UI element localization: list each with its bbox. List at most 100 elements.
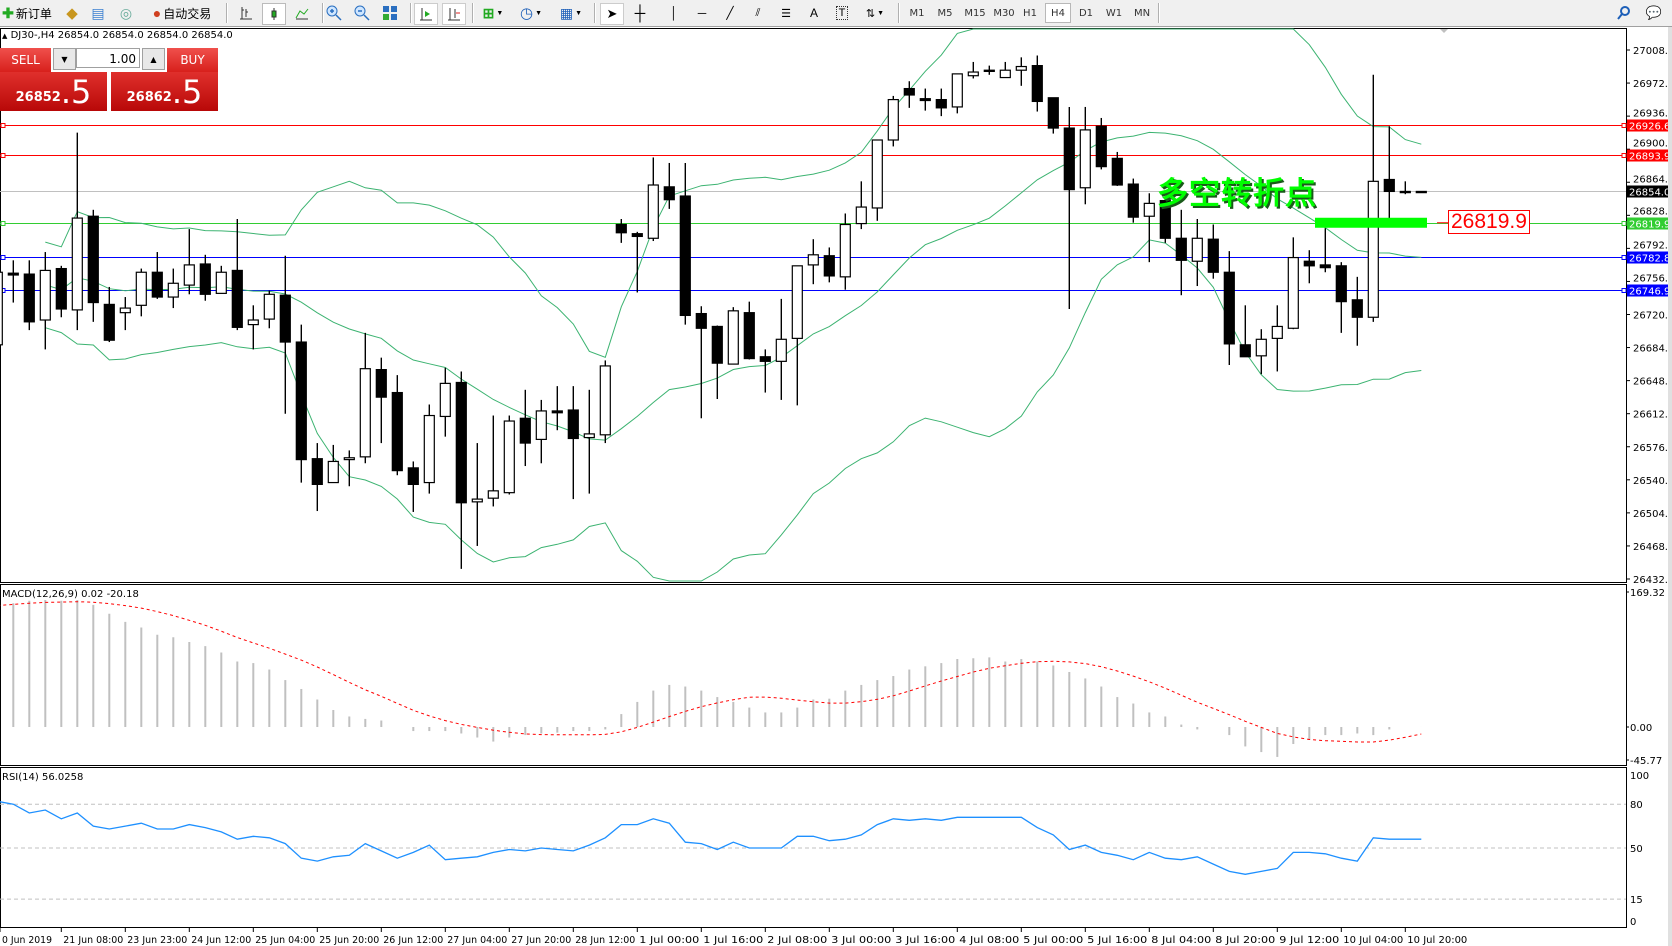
level-anchor-right (1621, 153, 1627, 158)
trendline-button[interactable]: ╱ (720, 3, 740, 23)
candle (727, 307, 739, 365)
timeframe-m30[interactable]: M30 (993, 7, 1015, 19)
candle (87, 209, 99, 322)
candle-body-bull (967, 71, 979, 77)
lot-decrease-button[interactable]: ▼ (53, 48, 76, 70)
candle (1159, 199, 1171, 243)
crosshair-button[interactable]: ┼ (630, 3, 650, 23)
candle-body-bear (103, 303, 115, 341)
cursor-button[interactable]: ➤ (600, 3, 624, 25)
auto-trading-label: 自动交易 (163, 6, 212, 21)
candle-body-bear (1351, 299, 1363, 318)
candle-body-bear (1047, 97, 1059, 129)
candle (1047, 97, 1059, 134)
candle (1127, 178, 1139, 223)
periods-button[interactable]: ◷ ▼ (516, 3, 546, 23)
candlestick-chart-button[interactable] (262, 3, 286, 25)
macd-axis-label: 0.00 (1630, 723, 1652, 734)
candle (791, 265, 803, 406)
vertical-line-icon: │ (670, 6, 678, 20)
trendline-icon: ╱ (726, 6, 734, 20)
candle (519, 389, 531, 467)
cursor-arrow-icon: ➤ (606, 6, 618, 21)
price-chart[interactable]: 27008.0 26972.0 26936.0 26900.0 26864.0 26828… (0, 27, 1672, 946)
candle-body-bull (983, 69, 995, 73)
candle-body-bear (919, 98, 931, 102)
bollinger-middle-band (45, 131, 1422, 441)
collapse-triangle-icon[interactable]: ▲ (2, 32, 8, 40)
candle-body-bear (407, 467, 419, 486)
time-tick-label: 3 Jul 16:00 (895, 935, 955, 946)
bollinger-lower-band (45, 239, 1422, 582)
indicators-button[interactable]: ⊞ ▼ (478, 3, 508, 23)
templates-button[interactable]: ▦ ▼ (556, 3, 586, 23)
horizontal-line-button[interactable]: ─ (692, 3, 712, 23)
zoom-in-icon (326, 5, 342, 21)
candle-body-bull (471, 498, 483, 503)
candle (23, 260, 35, 331)
price-tick-label: 26504.0 (1633, 509, 1672, 520)
buy-price-button[interactable]: 26862.5 (111, 72, 218, 111)
timeframe-m1[interactable]: M1 (909, 7, 925, 19)
fibonacci-button[interactable]: ☰ (776, 3, 796, 23)
market-watch-button[interactable]: ◆ (62, 3, 82, 23)
lot-increase-button[interactable]: ▲ (142, 48, 165, 70)
price-tick-label: 27008.0 (1633, 46, 1672, 57)
auto-trading-button[interactable]: ● 自动交易 (146, 3, 218, 23)
price-tag-label[interactable]: 26819.9 (1448, 210, 1530, 234)
text-label-button[interactable]: T (832, 3, 852, 23)
channel-button[interactable]: ⫽ (748, 3, 768, 23)
zoom-out-button[interactable] (352, 3, 372, 23)
timeframe-mn[interactable]: MN (1133, 7, 1151, 19)
price-tick-label: 26936.0 (1633, 109, 1672, 120)
candle-body-bull (951, 73, 963, 108)
tile-windows-button[interactable] (380, 3, 400, 23)
candle-body-bear (391, 391, 403, 472)
timeframe-m15[interactable]: M15 (964, 7, 986, 19)
buy-button[interactable]: BUY (167, 48, 218, 73)
timeframe-d1[interactable]: D1 (1078, 7, 1094, 19)
vertical-line-button[interactable]: │ (664, 3, 684, 23)
history-center-button[interactable]: ▤ (88, 3, 108, 23)
bar-chart-button[interactable] (236, 3, 256, 23)
candle (39, 252, 51, 350)
timeframe-h1[interactable]: H1 (1023, 7, 1037, 19)
chart-shift-marker-icon (1440, 29, 1448, 33)
candle-body-bull (183, 264, 195, 286)
time-tick-label: 25 Jun 04:00 (255, 935, 315, 946)
candle-body-bull (583, 433, 595, 439)
tile-windows-icon (383, 6, 397, 20)
sell-price-button[interactable]: 26852.5 (0, 72, 107, 111)
auto-scroll-button[interactable] (414, 3, 438, 25)
signals-button[interactable]: ◎ (116, 3, 136, 23)
line-chart-button[interactable] (292, 3, 312, 23)
arrows-button[interactable]: ⇅ ▼ (860, 3, 890, 23)
candle (1143, 193, 1155, 263)
new-order-button[interactable]: ✚ 新订单 (2, 3, 52, 23)
sell-button[interactable]: SELL (0, 48, 51, 73)
candle (743, 301, 755, 360)
annotation-text[interactable]: 多空转折点 (1157, 176, 1317, 212)
candle-body-bear (151, 271, 163, 298)
candle (503, 415, 515, 495)
dropdown-arrow-icon: ▼ (496, 9, 504, 17)
toolbar-separator (898, 3, 900, 23)
lot-size-input[interactable]: 1.00 (76, 48, 140, 68)
candle (1319, 228, 1331, 273)
chat-button[interactable]: 💬 (1642, 3, 1666, 23)
price-level-tag (1627, 284, 1671, 297)
timeframe-h4[interactable]: H4 (1045, 3, 1071, 23)
candle (935, 88, 947, 117)
timeframe-m5[interactable]: M5 (937, 7, 953, 19)
price-level-tag-text: 26746.9 (1629, 287, 1670, 298)
candle (999, 61, 1011, 79)
search-button[interactable] (1614, 3, 1634, 23)
zoom-in-button[interactable] (324, 3, 344, 23)
text-button[interactable]: A (804, 3, 824, 23)
candle (1175, 209, 1187, 296)
timeframe-w1[interactable]: W1 (1105, 7, 1123, 19)
text-label-icon: T (835, 6, 849, 20)
macd-pane-border (0, 584, 1627, 766)
chart-shift-button[interactable] (442, 3, 466, 25)
candle-body-bull (839, 223, 851, 278)
